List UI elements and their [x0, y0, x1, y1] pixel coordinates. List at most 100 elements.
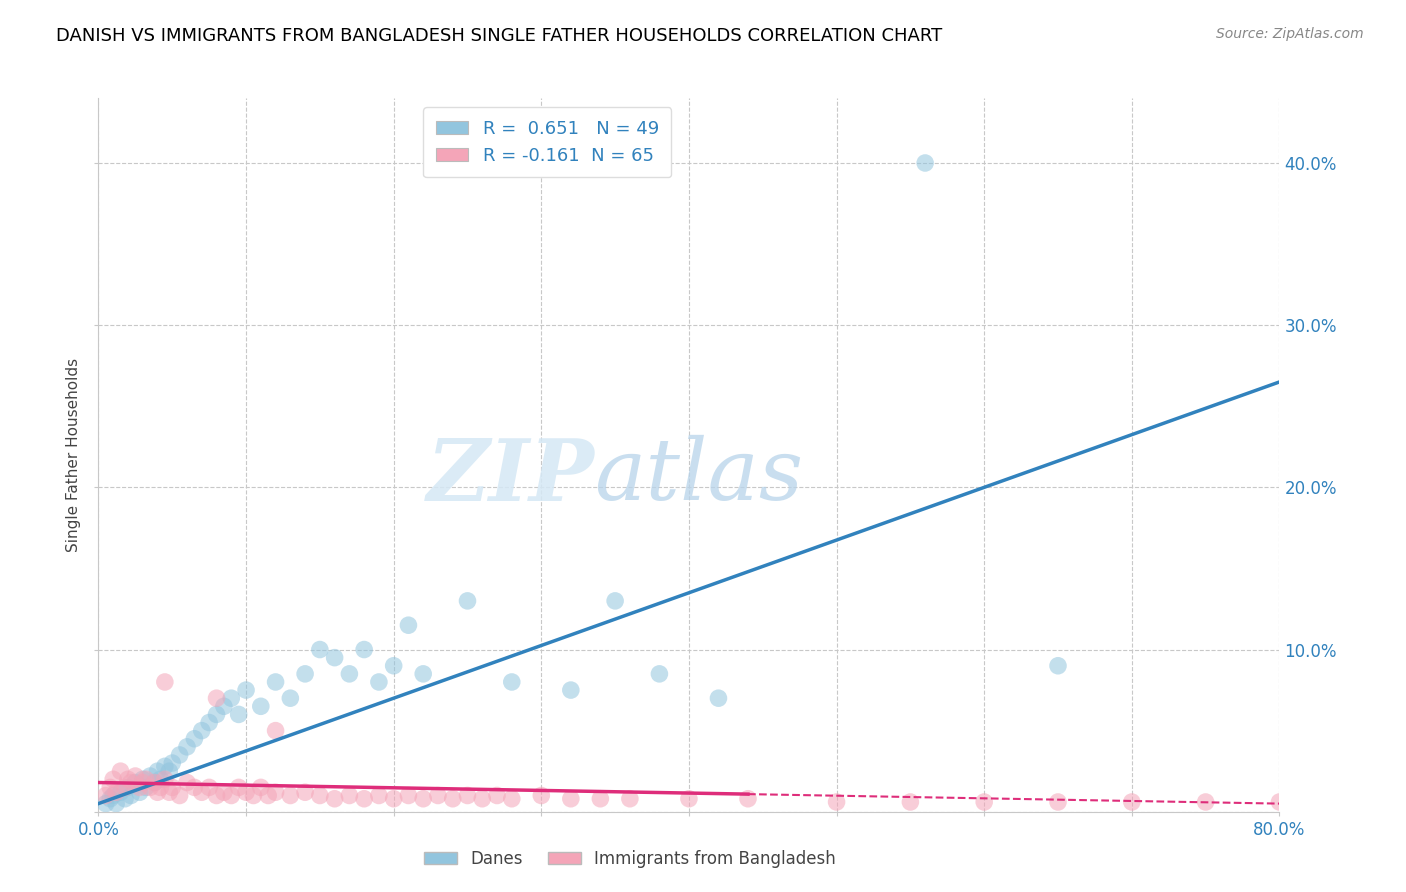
- Point: [278, 789, 302, 803]
- Point: [98, 791, 121, 805]
- Point: [339, 666, 360, 681]
- Legend: Danes, Immigrants from Bangladesh: Danes, Immigrants from Bangladesh: [418, 844, 842, 875]
- Point: [737, 791, 759, 805]
- Point: [309, 642, 332, 657]
- Y-axis label: Single Father Households: Single Father Households: [66, 358, 82, 552]
- Point: [412, 666, 434, 681]
- Point: [132, 772, 155, 787]
- Point: [110, 785, 132, 799]
- Text: DANISH VS IMMIGRANTS FROM BANGLADESH SINGLE FATHER HOUSEHOLDS CORRELATION CHART: DANISH VS IMMIGRANTS FROM BANGLADESH SIN…: [56, 27, 942, 45]
- Point: [114, 791, 136, 805]
- Point: [456, 594, 478, 608]
- Point: [157, 764, 180, 779]
- Point: [382, 791, 405, 805]
- Point: [103, 789, 125, 803]
- Point: [124, 769, 146, 783]
- Point: [250, 780, 273, 795]
- Point: [157, 785, 180, 799]
- Point: [235, 785, 257, 799]
- Point: [486, 789, 509, 803]
- Point: [120, 775, 142, 789]
- Point: [169, 789, 191, 803]
- Point: [353, 642, 375, 657]
- Point: [139, 769, 162, 783]
- Point: [619, 791, 641, 805]
- Text: atlas: atlas: [595, 435, 804, 517]
- Point: [382, 658, 405, 673]
- Point: [1121, 795, 1143, 809]
- Point: [900, 795, 922, 809]
- Point: [124, 775, 146, 789]
- Point: [589, 791, 612, 805]
- Point: [530, 789, 553, 803]
- Point: [560, 683, 582, 698]
- Point: [228, 707, 250, 722]
- Point: [176, 775, 198, 789]
- Point: [339, 789, 360, 803]
- Point: [264, 723, 287, 738]
- Point: [323, 650, 346, 665]
- Point: [139, 780, 162, 795]
- Point: [176, 739, 198, 754]
- Point: [162, 780, 183, 795]
- Point: [162, 756, 183, 770]
- Point: [235, 683, 257, 698]
- Point: [117, 780, 139, 795]
- Point: [183, 780, 205, 795]
- Point: [135, 772, 157, 787]
- Point: [471, 791, 494, 805]
- Point: [191, 785, 214, 799]
- Point: [294, 666, 316, 681]
- Point: [105, 797, 128, 811]
- Point: [1046, 795, 1069, 809]
- Point: [149, 772, 172, 787]
- Point: [212, 785, 235, 799]
- Point: [678, 791, 700, 805]
- Point: [149, 780, 172, 795]
- Point: [98, 780, 121, 795]
- Point: [169, 747, 191, 762]
- Point: [183, 731, 205, 746]
- Point: [264, 785, 287, 799]
- Point: [412, 791, 434, 805]
- Point: [309, 789, 332, 803]
- Point: [257, 789, 280, 803]
- Point: [914, 156, 936, 170]
- Point: [323, 791, 346, 805]
- Point: [648, 666, 671, 681]
- Point: [427, 789, 450, 803]
- Point: [278, 691, 302, 706]
- Point: [219, 691, 242, 706]
- Point: [707, 691, 730, 706]
- Point: [205, 789, 228, 803]
- Point: [605, 594, 627, 608]
- Point: [191, 723, 214, 738]
- Text: Source: ZipAtlas.com: Source: ZipAtlas.com: [1216, 27, 1364, 41]
- Point: [441, 791, 464, 805]
- Point: [212, 699, 235, 714]
- Point: [973, 795, 995, 809]
- Point: [228, 780, 250, 795]
- Point: [198, 715, 221, 730]
- Point: [264, 675, 287, 690]
- Point: [94, 797, 117, 811]
- Point: [501, 675, 523, 690]
- Point: [132, 775, 155, 789]
- Point: [120, 789, 142, 803]
- Point: [103, 772, 125, 787]
- Point: [94, 789, 117, 803]
- Point: [146, 785, 169, 799]
- Point: [153, 759, 176, 773]
- Point: [198, 780, 221, 795]
- Point: [114, 780, 136, 795]
- Point: [143, 775, 166, 789]
- Point: [128, 780, 150, 795]
- Point: [205, 707, 228, 722]
- Point: [1046, 658, 1069, 673]
- Point: [143, 775, 166, 789]
- Point: [1268, 795, 1291, 809]
- Point: [205, 691, 228, 706]
- Point: [128, 785, 150, 799]
- Point: [825, 795, 848, 809]
- Point: [146, 764, 169, 779]
